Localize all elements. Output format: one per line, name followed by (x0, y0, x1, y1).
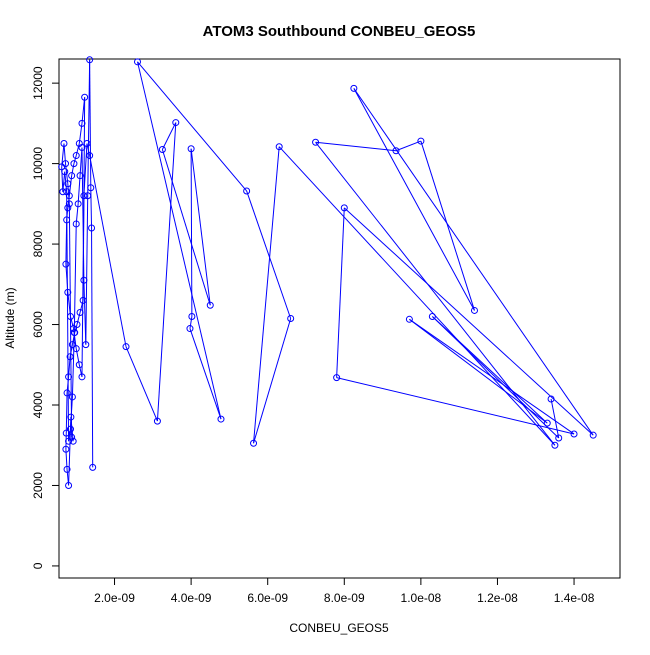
y-tick-label: 6000 (31, 311, 45, 338)
series-segment (190, 329, 221, 420)
series-segment (162, 123, 175, 150)
series-segment (66, 393, 67, 433)
series-segment (86, 196, 88, 345)
series-segment (354, 88, 593, 435)
series-segment (126, 347, 157, 421)
y-tick-label: 8000 (31, 230, 45, 257)
y-tick-label: 4000 (31, 391, 45, 418)
x-tick-label: 1.0e-08 (401, 591, 442, 605)
x-tick-label: 8.0e-09 (324, 591, 365, 605)
series-segment (157, 123, 175, 422)
series-segment (337, 378, 574, 434)
series-segment (190, 316, 192, 328)
series-segment (138, 62, 221, 419)
series-segment (396, 141, 421, 151)
x-tick-label: 1.2e-08 (477, 591, 518, 605)
series-segment (247, 191, 291, 319)
y-axis: 0 2000 4000 6000 8000 10000 12000 (31, 66, 59, 569)
series-segment (91, 188, 92, 228)
series-segment (92, 228, 93, 467)
x-axis-label: CONBEU_GEOS5 (289, 621, 389, 635)
series-segment (78, 176, 80, 204)
y-tick-label: 10000 (31, 147, 45, 181)
x-axis: 2.0e-09 4.0e-09 6.0e-09 8.0e-09 1.0e-08 1.2e-… (94, 578, 595, 605)
chart-title: ATOM3 Southbound CONBEU_GEOS5 (203, 23, 476, 40)
x-tick-label: 4.0e-09 (171, 591, 212, 605)
series-segment (191, 149, 210, 306)
series-segment (74, 224, 76, 333)
series-segment (90, 156, 126, 347)
series-segment (337, 208, 345, 378)
series-segment (66, 220, 67, 264)
series-segment (409, 319, 574, 434)
series-segment (74, 156, 76, 164)
y-tick-label: 2000 (31, 472, 45, 499)
series-segment (354, 88, 475, 310)
series-segment (344, 208, 593, 435)
series-segment (138, 62, 247, 191)
series-points (59, 57, 597, 489)
series-segment (84, 280, 86, 344)
y-tick-label: 0 (31, 562, 45, 569)
x-tick-label: 1.4e-08 (554, 591, 595, 605)
y-axis-label: Altitude (m) (3, 287, 17, 348)
series-lines (62, 60, 594, 486)
series-segment (279, 147, 555, 446)
x-tick-label: 2.0e-09 (94, 591, 135, 605)
x-tick-label: 6.0e-09 (247, 591, 288, 605)
series-segment (88, 60, 90, 196)
series-segment (432, 316, 558, 438)
y-tick-label: 12000 (31, 66, 45, 100)
